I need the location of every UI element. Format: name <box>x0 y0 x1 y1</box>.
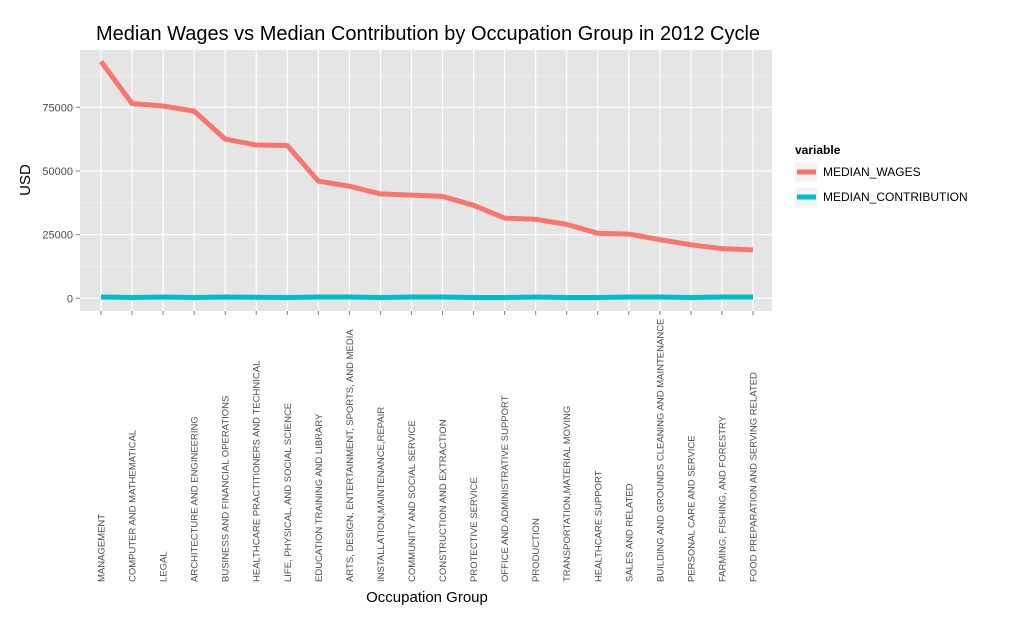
legend-title: variable <box>795 143 841 157</box>
x-tick-label: BUSINESS AND FINANCIAL OPERATIONS <box>221 396 232 582</box>
grid <box>80 50 772 311</box>
x-tick-label: COMPUTER AND MATHEMATICAL <box>128 430 139 582</box>
x-tick-label: PRODUCTION <box>531 518 542 582</box>
x-tick-label: FOOD PREPARATION AND SERVING RELATED <box>749 372 760 582</box>
y-tick-label: 25000 <box>42 230 73 242</box>
x-tick-label: PERSONAL CARE AND SERVICE <box>686 435 697 582</box>
x-tick-label: COMMUNITY AND SOCIAL SERVICE <box>407 420 418 582</box>
x-tick-label: INSTALLATION,MAINTENANCE,REPAIR <box>376 407 387 582</box>
y-tick-label: 0 <box>67 293 73 305</box>
x-tick-label: ARCHITECTURE AND ENGINEERING <box>190 416 201 582</box>
x-axis-title: Occupation Group <box>366 589 488 606</box>
chart-title: Median Wages vs Median Contribution by O… <box>96 23 760 45</box>
legend-label: MEDIAN_WAGES <box>823 165 921 179</box>
legend: variable MEDIAN_WAGES MEDIAN_CONTRIBUTION <box>794 143 968 208</box>
x-tick-label: EDUCATION TRAINING AND LIBRARY <box>314 413 325 582</box>
x-tick-label: FARMING, FISHING, AND FORESTRY <box>717 415 728 582</box>
x-tick-label: HEALTHCARE PRACTITIONERS AND TECHNICAL <box>252 361 263 582</box>
x-tick-label: BUILDING AND GROUNDS CLEANING AND MAINTE… <box>655 319 666 582</box>
x-tick-label: HEALTHCARE SUPPORT <box>593 470 604 582</box>
series-line-median-wages <box>98 60 754 253</box>
x-axis: MANAGEMENT COMPUTER AND MATHEMATICAL LEGAL… <box>97 311 760 582</box>
x-tick-label: ARTS, DESIGN, ENTERTAINMENT, SPORTS, AND… <box>345 329 356 582</box>
x-tick-label: SALES AND RELATED <box>624 483 635 582</box>
series-line-median-contribution <box>100 294 753 300</box>
series-lines <box>98 60 754 300</box>
x-tick-label: MANAGEMENT <box>97 514 108 582</box>
x-tick-label: PROTECTIVE SERVICE <box>469 477 480 582</box>
x-tick-label: TRANSPORTATION,MATERIAL MOVING <box>562 406 573 582</box>
x-tick-label: LEGAL <box>159 551 170 582</box>
y-tick-label: 50000 <box>42 166 73 178</box>
x-tick-label: LIFE, PHYSICAL, AND SOCIAL SCIENCE <box>283 403 294 582</box>
x-tick-label: OFFICE AND ADMINISTRATIVE SUPPORT <box>500 395 511 582</box>
y-tick-label: 75000 <box>42 102 73 114</box>
plot-background <box>80 50 772 311</box>
legend-label: MEDIAN_CONTRIBUTION <box>823 190 968 204</box>
y-axis-title: USD <box>17 164 34 196</box>
y-axis: 0 25000 50000 75000 <box>42 102 80 305</box>
x-tick-label: CONSTRUCTION AND EXTRACTION <box>438 419 449 582</box>
